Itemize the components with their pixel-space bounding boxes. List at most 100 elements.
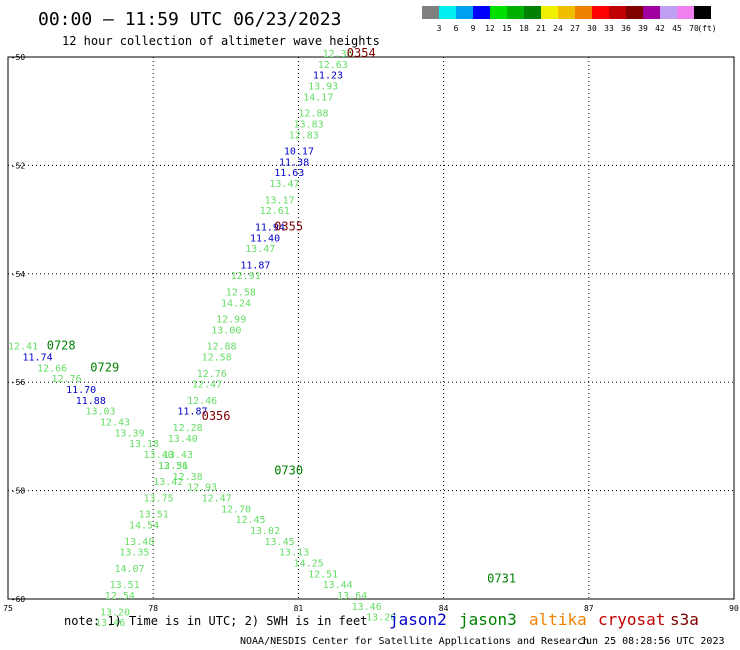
swh-value-label: 13.75 <box>144 493 174 504</box>
swh-value-label: 13.31 <box>158 461 188 472</box>
swh-value-label: 10.17 <box>284 147 314 158</box>
swh-value-label: 13.20 <box>100 607 130 618</box>
pass-labels: 0354 0355 0356 0728 0729 0730 0731 <box>47 46 516 586</box>
color-scale-label: 42 <box>655 24 665 33</box>
swh-value-label: 13.83 <box>294 119 324 130</box>
color-scale-label: 33 <box>604 24 614 33</box>
color-scale-swatch <box>541 6 558 19</box>
swh-value-label: 13.43 <box>163 450 193 461</box>
swh-value-label: 14.07 <box>114 564 144 575</box>
footer-note: note: 1) Time is in UTC; 2) SWH is in fe… <box>64 614 367 628</box>
y-tick-label: -50 <box>11 53 26 62</box>
swh-value-label: 13.35 <box>119 548 149 559</box>
swh-value-label: 13.17 <box>265 195 295 206</box>
swh-value-label: 13.64 <box>337 591 367 602</box>
swh-value-label: 11.63 <box>274 168 304 179</box>
swh-value-label: 12.46 <box>187 396 217 407</box>
swh-value-label: 12.51 <box>308 569 338 580</box>
swh-value-label: 13.03 <box>85 407 115 418</box>
swh-value-label: 13.44 <box>323 580 353 591</box>
chart-subtitle: 12 hour collection of altimeter wave hei… <box>62 34 380 48</box>
color-scale-swatch <box>643 6 660 19</box>
swh-value-label: 12.76 <box>197 369 227 380</box>
swh-points: 12.3612.6311.2313.9314.1712.8813.8312.83… <box>8 49 396 629</box>
color-scale-label: 6 <box>454 24 459 33</box>
swh-value-label: 13.18 <box>129 439 159 450</box>
color-scale-label: 15 <box>502 24 512 33</box>
swh-value-label: 13.93 <box>308 82 338 93</box>
grid-lines <box>8 57 734 599</box>
swh-value-label: 13.46 <box>352 602 382 613</box>
swh-value-label: 12.43 <box>100 418 130 429</box>
color-scale-label: 21 <box>536 24 546 33</box>
swh-value-label: 12.91 <box>231 271 261 282</box>
swh-value-label: 13.20 <box>366 613 396 624</box>
swh-value-label: 13.46 <box>95 618 125 629</box>
satellite-legend-cryosat: cryosat <box>598 610 665 629</box>
swh-value-label: 12.76 <box>52 374 82 385</box>
satellite-legend-altika: altika <box>529 610 587 629</box>
swh-value-label: 11.87 <box>177 407 207 418</box>
color-scale-label: 24 <box>553 24 563 33</box>
pass-label: 0355 <box>274 219 303 233</box>
color-scale-swatch <box>660 6 677 19</box>
satellite-legend-jason3: jason3 <box>459 610 517 629</box>
swh-value-label: 12.93 <box>187 483 217 494</box>
swh-value-label: 11.23 <box>313 71 343 82</box>
swh-value-label: 13.42 <box>153 477 183 488</box>
pass-label: 0356 <box>202 409 231 423</box>
swh-value-label: 12.56 <box>158 461 188 472</box>
color-scale-label: 70 <box>689 24 699 33</box>
swh-value-label: 12.54 <box>105 591 135 602</box>
color-scale-swatch <box>558 6 575 19</box>
color-scale-swatch <box>473 6 490 19</box>
color-scale-label: 3 <box>437 24 442 33</box>
color-scale-swatch <box>507 6 524 19</box>
color-scale-label: 30 <box>587 24 597 33</box>
swh-value-label: 11.94 <box>255 222 285 233</box>
swh-value-label: 14.24 <box>221 298 251 309</box>
chart-title: 00:00 – 11:59 UTC 06/23/2023 <box>38 9 341 30</box>
color-scale-swatch <box>592 6 609 19</box>
x-tick-label: 90 <box>729 604 739 613</box>
swh-value-label: 13.39 <box>114 428 144 439</box>
swh-value-label: 12.41 <box>8 342 38 353</box>
x-tick-label: 81 <box>294 604 304 613</box>
color-scale-swatch <box>456 6 473 19</box>
color-scale-unit: (ft) <box>697 24 716 33</box>
swh-value-label: 11.70 <box>66 385 96 396</box>
x-tick-label: 84 <box>439 604 449 613</box>
color-scale-label: 12 <box>485 24 495 33</box>
pass-label: 0731 <box>487 572 516 586</box>
y-tick-label: -54 <box>11 270 26 279</box>
swh-value-label: 13.13 <box>279 548 309 559</box>
y-tick-label: -60 <box>11 595 26 604</box>
swh-value-label: 11.88 <box>76 396 106 407</box>
swh-value-label: 12.83 <box>289 130 319 141</box>
x-tick-label: 87 <box>584 604 594 613</box>
swh-value-label: 13.47 <box>269 179 299 190</box>
pass-label: 0730 <box>274 463 303 477</box>
swh-value-label: 12.88 <box>206 342 236 353</box>
x-tick-label: 78 <box>148 604 158 613</box>
swh-value-label: 12.47 <box>192 380 222 391</box>
axis-ticks: 75 78 81 84 87 90 -50 -52 -54 -56 -58 -60 <box>3 53 739 613</box>
swh-value-label: 11.38 <box>279 157 309 168</box>
satellite-legend-jason2: jason2 <box>389 610 447 629</box>
color-scale-swatch <box>422 6 439 19</box>
swh-value-label: 12.28 <box>173 423 203 434</box>
swh-value-label: 11.87 <box>240 260 270 271</box>
color-scale-swatch <box>609 6 626 19</box>
color-scale-swatch <box>575 6 592 19</box>
color-scale-label: 39 <box>638 24 648 33</box>
pass-label: 0354 <box>347 46 376 60</box>
swh-value-label: 12.88 <box>298 109 328 120</box>
swh-value-label: 12.66 <box>37 363 67 374</box>
pass-label: 0728 <box>47 339 76 353</box>
swh-value-label: 12.58 <box>202 353 232 364</box>
footer-timestamp: Jun 25 08:28:56 UTC 2023 <box>580 636 725 647</box>
color-scale-label: 18 <box>519 24 529 33</box>
swh-value-label: 12.36 <box>323 49 353 60</box>
color-scale-label: 9 <box>471 24 476 33</box>
footer-credit: NOAA/NESDIS Center for Satellite Applica… <box>240 636 589 647</box>
